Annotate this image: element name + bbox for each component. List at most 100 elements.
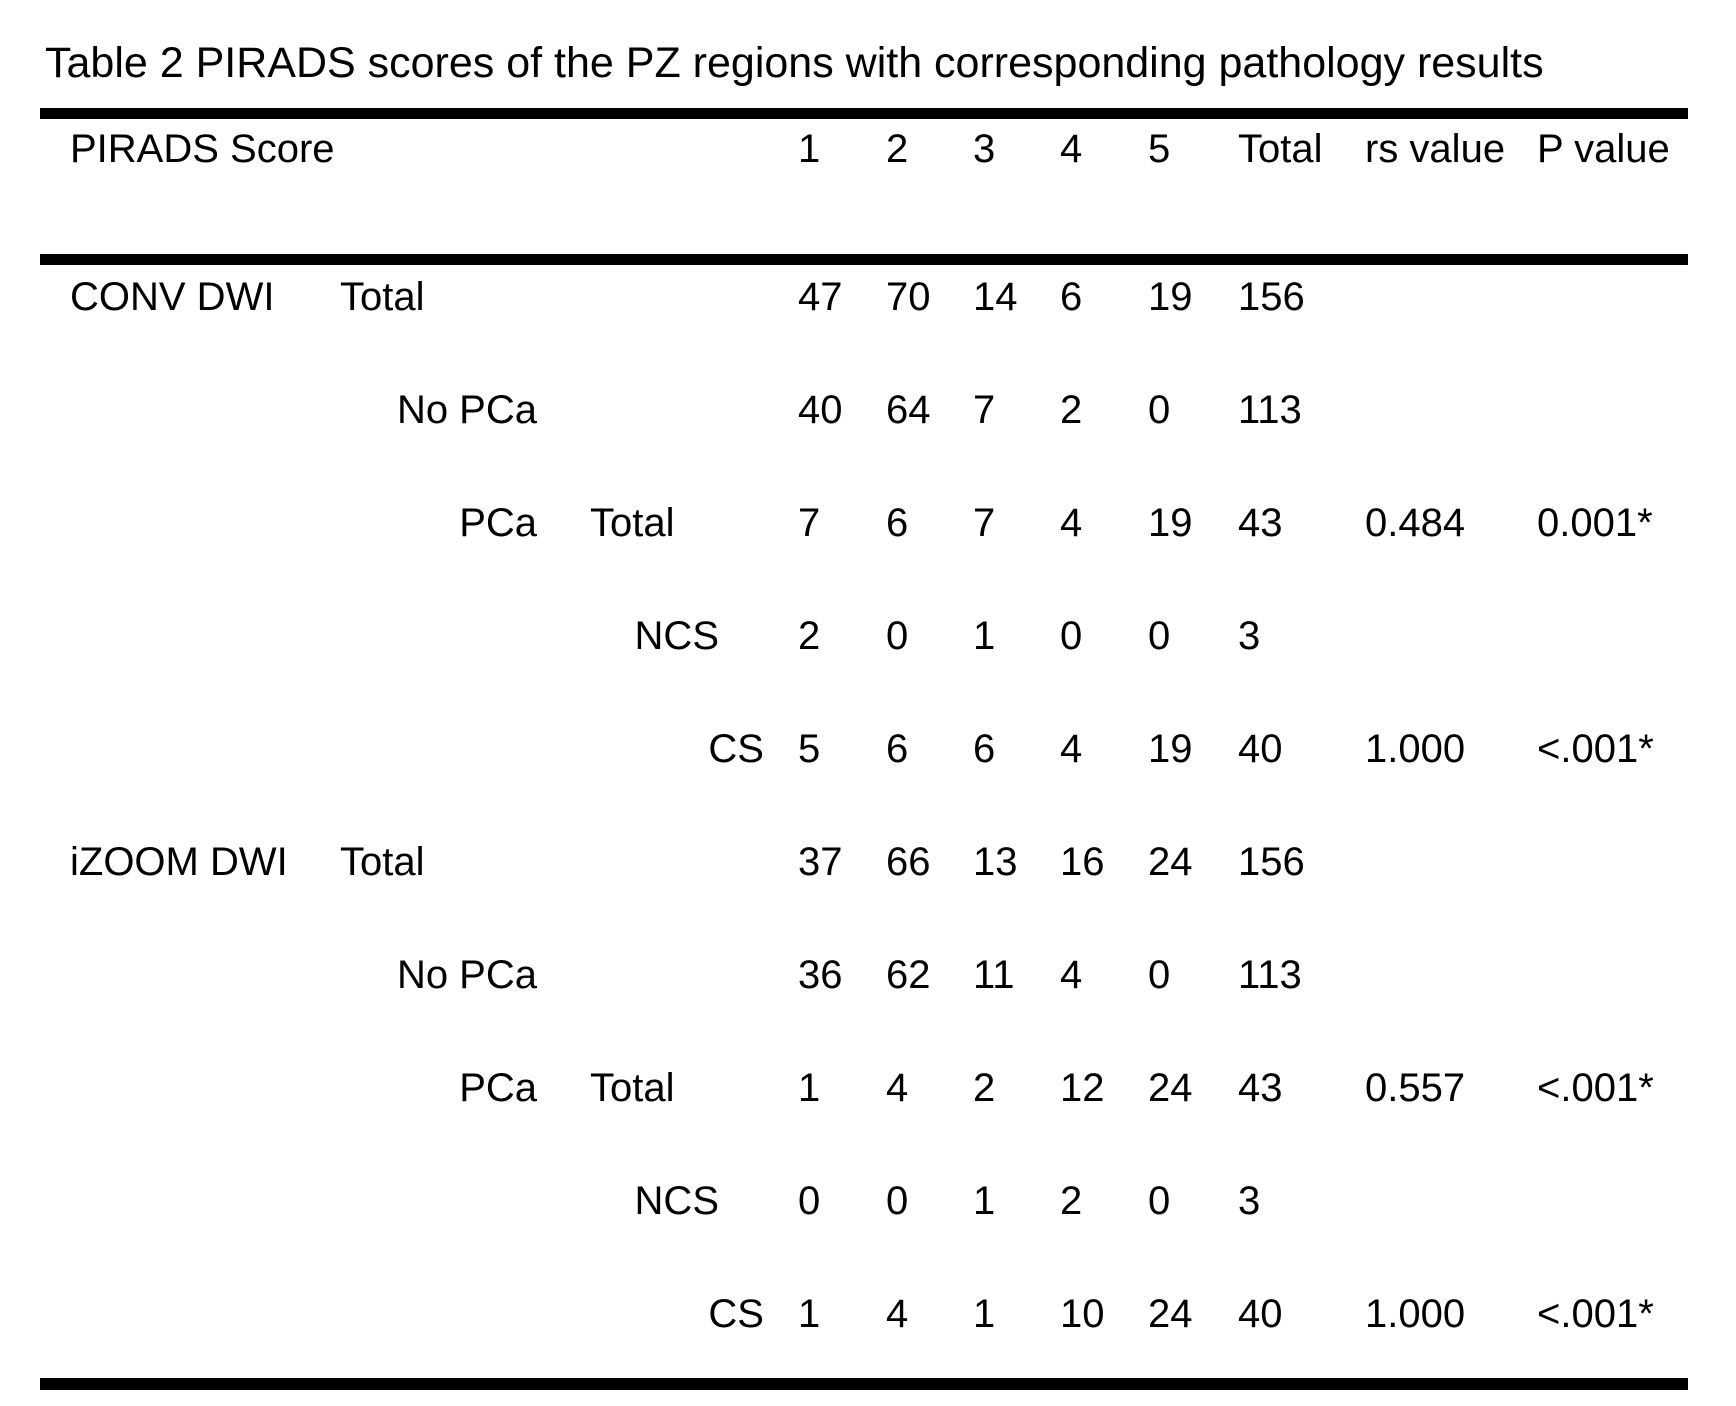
score-cell: 11 [973,953,1015,997]
score-cell: 2 [798,614,821,658]
score-cell: 5 [798,727,821,771]
p-value-cell: <.001* [1537,1292,1654,1336]
score-cell: 10 [1060,1292,1105,1336]
total-cell: 40 [1238,727,1283,771]
table-row: PCa Total 7 6 7 4 19 43 0.484 0.001* [40,491,1688,604]
header-score-col-1: 1 [798,127,821,171]
ncs-label: NCS [634,614,719,658]
p-value-cell: <.001* [1537,1066,1654,1110]
p-value-cell [1530,1175,1688,1282]
subtotal-label: Total [590,501,675,545]
score-cell: 62 [886,953,931,997]
score-cell: 4 [886,1066,909,1110]
score-cell: 36 [798,953,843,997]
p-value-cell [1530,836,1688,943]
header-p-value-col: P value [1537,127,1670,171]
row-label-cell: No PCa [70,384,798,491]
score-cell: 1 [798,1292,821,1336]
score-cell: 1 [973,1292,996,1336]
total-cell: 3 [1238,1179,1261,1223]
total-cell: 156 [1238,840,1305,884]
header-score-col-3: 3 [973,127,996,171]
ncs-label: NCS [634,1179,719,1223]
table-row: CS 1 4 1 10 24 40 1.000 <.001* [40,1282,1688,1378]
method-label: iZOOM DWI [70,840,288,884]
header-score-col-5: 5 [1148,127,1171,171]
score-cell: 16 [1060,840,1105,884]
pathology-label: PCa [459,1066,537,1110]
rs-value-cell [1358,610,1530,717]
score-cell: 2 [1060,388,1083,432]
table-body: CONV DWI Total 47 70 14 6 19 156 No PCa 40 64 7 2 0 11… [40,265,1688,1378]
p-value-cell: 0.001* [1537,501,1653,545]
score-cell: 4 [1060,727,1083,771]
rs-value-cell [1358,949,1530,1056]
total-cell: 113 [1238,388,1302,432]
method-label: CONV DWI [70,275,275,319]
score-cell: 6 [886,727,909,771]
score-cell: 13 [973,840,1018,884]
score-cell: 24 [1148,1066,1193,1110]
table-content: Table 2 PIRADS scores of the PZ regions … [40,34,1688,1390]
p-value-cell: <.001* [1537,727,1654,771]
p-value-cell [1530,610,1688,717]
score-cell: 24 [1148,1292,1193,1336]
score-cell: 0 [886,1179,909,1223]
score-cell: 4 [1060,953,1083,997]
row-label-cell: CONV DWI Total [70,271,798,378]
score-cell: 14 [973,275,1018,319]
header-label-cell: PIRADS Score [70,123,798,254]
rs-value-cell [1358,836,1530,943]
row-label-cell: No PCa [70,949,798,1056]
score-cell: 4 [1060,501,1083,545]
score-cell: 24 [1148,840,1193,884]
score-cell: 2 [1060,1179,1083,1223]
row-label-cell: CS [70,723,798,830]
p-value-cell [1530,949,1688,1056]
score-cell: 4 [886,1292,909,1336]
total-cell: 3 [1238,614,1261,658]
header-rs-value-col: rs value [1365,127,1506,171]
table-header-row: PIRADS Score 1 2 3 4 5 Total rs value P … [40,119,1688,254]
header-score-col-2: 2 [886,127,909,171]
header-pirads-score-label: PIRADS Score [70,127,335,171]
rs-value-cell [1358,384,1530,491]
rs-value-cell: 1.000 [1365,727,1466,771]
pathology-label: No PCa [396,388,537,432]
row-label-cell: PCa Total [70,497,798,604]
score-cell: 19 [1148,501,1193,545]
table-row: NCS 0 0 1 2 0 3 [40,1169,1688,1282]
row-label-cell: NCS [70,610,798,717]
total-cell: 43 [1238,1066,1283,1110]
row-label-cell: NCS [70,1175,798,1282]
cs-label: CS [708,727,764,771]
score-cell: 0 [1148,1179,1171,1223]
rs-value-cell: 0.557 [1365,1066,1466,1110]
score-cell: 6 [973,727,996,771]
pathology-label: No PCa [396,953,537,997]
score-cell: 2 [973,1066,996,1110]
score-cell: 70 [886,275,931,319]
score-cell: 66 [886,840,931,884]
rs-value-cell [1358,271,1530,378]
table-row: No PCa 36 62 11 4 0 113 [40,943,1688,1056]
table-row: No PCa 40 64 7 2 0 113 [40,378,1688,491]
score-cell: 7 [798,501,821,545]
table-row: PCa Total 1 4 2 12 24 43 0.557 <.001* [40,1056,1688,1169]
score-cell: 47 [798,275,843,319]
table-row: CS 5 6 6 4 19 40 1.000 <.001* [40,717,1688,830]
row-label-cell: PCa Total [70,1062,798,1169]
score-cell: 0 [886,614,909,658]
bottom-rule [40,1378,1688,1390]
score-cell: 6 [1060,275,1083,319]
score-cell: 7 [973,388,996,432]
pathology-label: PCa [459,501,537,545]
score-cell: 37 [798,840,843,884]
score-cell: 0 [1148,614,1171,658]
total-label: Total [340,275,425,319]
score-cell: 12 [1060,1066,1105,1110]
table-row: CONV DWI Total 47 70 14 6 19 156 [40,265,1688,378]
header-total-col: Total [1238,127,1323,171]
rs-value-cell [1358,1175,1530,1282]
